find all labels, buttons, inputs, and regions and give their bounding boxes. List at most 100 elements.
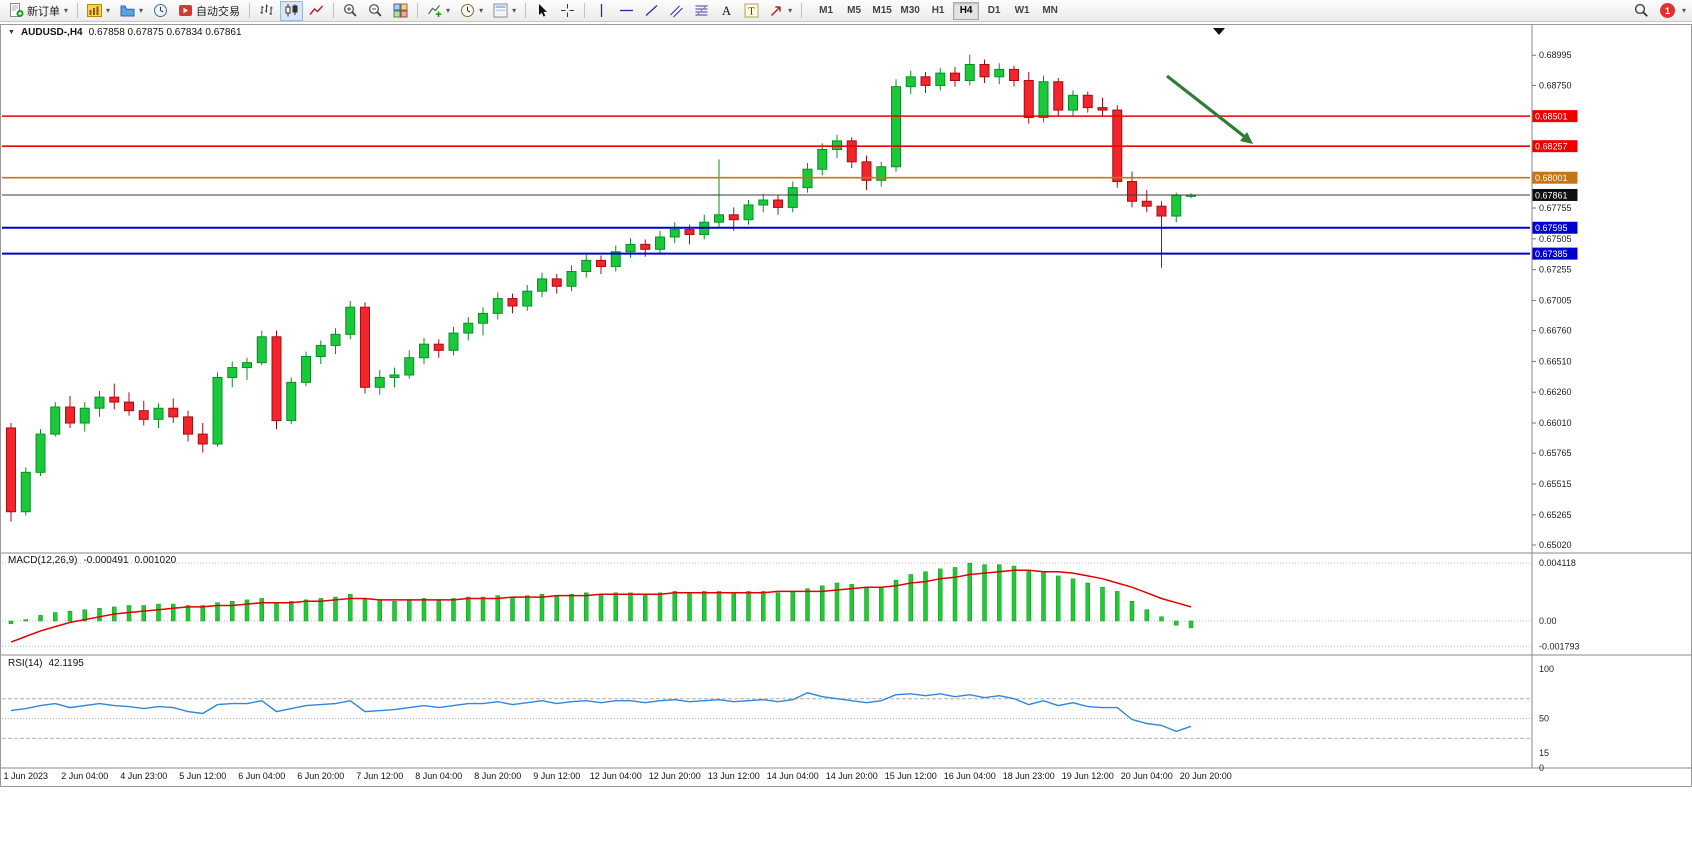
macd-histogram-bar [1115,591,1120,622]
candle-body [891,86,901,168]
candle-body [315,344,326,357]
new-order-button[interactable]: 新订单 ▾ [5,1,72,21]
templates-button[interactable]: ▾ [489,1,520,21]
dropdown-caret-icon: ▾ [512,6,517,15]
toolbar-overflow-icon[interactable]: ▾ [1681,6,1686,15]
timeframe-m5-button[interactable]: M5 [841,2,867,20]
chart-canvas[interactable]: 0.68995 0.68750 0.67755 0.67505 0.67255 0.670… [0,22,1692,842]
macd-histogram-bar [982,564,987,622]
svg-text:T: T [748,7,755,18]
macd-histogram-bar [362,598,368,622]
macd-histogram-bar [436,599,441,622]
trendline-button[interactable] [640,1,663,21]
candle-body [419,343,429,359]
candle-body [979,63,990,78]
macd-histogram-bar [731,592,736,622]
toolbar-separator [525,3,527,18]
new-chart-button[interactable]: ▾ [83,1,114,21]
dropdown-caret-icon: ▾ [446,6,451,15]
timeframe-m30-button[interactable]: M30 [897,2,923,20]
price-tick-label: 0.66260 [1539,387,1572,397]
autotrading-button[interactable]: 自动交易 [174,1,244,21]
candle-body [566,270,577,287]
text-label-button[interactable]: T [740,1,763,21]
rsi-scale-label: 50 [1539,714,1549,724]
candle-body [1127,181,1137,202]
candle-body [286,381,297,422]
macd-histogram-bar [141,605,146,622]
candle-body [227,367,238,378]
macd-histogram-bar [952,567,958,622]
candle-body [684,229,695,236]
candlesticks [6,54,1196,522]
cursor-button[interactable] [531,1,554,21]
timeframe-h4-button[interactable]: H4 [953,1,980,20]
zoom-in-button[interactable] [339,1,362,21]
candle-body [1038,81,1049,118]
candle-body [94,396,105,409]
timeframe-mn-button[interactable]: MN [1037,2,1063,20]
chart-shift-marker[interactable] [1213,28,1225,35]
toolbar-separator [249,3,251,18]
candle-body [50,406,61,435]
macd-histogram-bar [495,595,500,622]
timeframe-h1-button[interactable]: H1 [925,2,951,20]
fibonacci-button[interactable] [690,1,713,21]
dropdown-caret-icon: ▾ [106,6,111,15]
zoom-out-button[interactable] [364,1,387,21]
macd-histogram-bar [480,596,486,622]
rsi-scale-label: 100 [1539,664,1554,674]
time-axis[interactable]: 1 Jun 2023 2 Jun 04:00 4 Jun 23:00 5 Jun 12… [3,771,1231,781]
timeframe-d1-button[interactable]: D1 [981,2,1007,20]
equidistant-channel-button[interactable] [665,1,688,21]
macd-histogram-bar [1026,570,1031,622]
collapse-icon[interactable]: ▼ [8,29,15,36]
candle-body [905,76,916,88]
periods-button[interactable]: ▾ [456,1,487,21]
vertical-line-button[interactable] [590,1,613,21]
macd-histogram-bar [687,592,692,622]
candle-body [522,290,533,307]
horizontal-line-button[interactable] [615,1,638,21]
candle-body [773,199,783,208]
price-tick-label: 0.67005 [1539,295,1572,305]
time-tick-label: 6 Jun 20:00 [297,771,344,781]
trend-arrow-annotation[interactable] [1166,74,1253,144]
profiles-button[interactable]: ▾ [116,1,147,21]
market-watch-button[interactable] [149,1,172,21]
toolbar-separator [801,3,803,18]
time-tick-label: 16 Jun 04:00 [944,771,996,781]
indicators-button[interactable]: ▾ [423,1,454,21]
svg-text:A: A [722,4,731,18]
line-chart-button[interactable] [305,1,328,21]
rsi-pane: 100 50 15 0 [2,664,1554,773]
horizontal-levels[interactable]: 0.68501 0.68257 0.68001 0.67861 0.67595 0.673… [2,110,1578,260]
toolbar-separator [417,3,419,18]
timeframe-m15-button[interactable]: M15 [869,2,895,20]
notification-badge[interactable]: 1 [1659,3,1675,18]
candle-body [581,259,592,272]
chart-header: ▼ AUDUSD-,H4 0.67858 0.67875 0.67834 0.6… [8,27,242,38]
candle-body [374,376,385,388]
timeframe-w1-button[interactable]: W1 [1009,2,1035,20]
price-scale[interactable]: 0.68995 0.68750 0.67755 0.67505 0.67255 0.670… [1532,50,1572,550]
macd-histogram-bar [584,592,589,622]
candle-body [242,362,252,369]
candle-body [168,407,179,418]
candle-body [197,433,208,445]
arrows-button[interactable]: ▾ [765,1,796,21]
candle-body [714,214,724,223]
macd-histogram-bar [53,612,58,622]
text-button[interactable]: A [715,1,738,21]
macd-histogram-bar [628,592,633,622]
chart-window[interactable]: 0.68995 0.68750 0.67755 0.67505 0.67255 0.670… [0,22,1692,842]
search-button[interactable] [1630,1,1653,21]
time-tick-label: 4 Jun 23:00 [120,771,167,781]
resistance-line-2-badge [1532,140,1578,153]
bars-chart-button[interactable] [255,1,278,21]
crosshair-button[interactable] [556,1,579,21]
candles-chart-button[interactable] [280,0,304,21]
tile-windows-button[interactable] [389,1,412,21]
timeframe-m1-button[interactable]: M1 [813,2,839,20]
rsi-header: RSI(14) 42.1195 [8,658,84,669]
